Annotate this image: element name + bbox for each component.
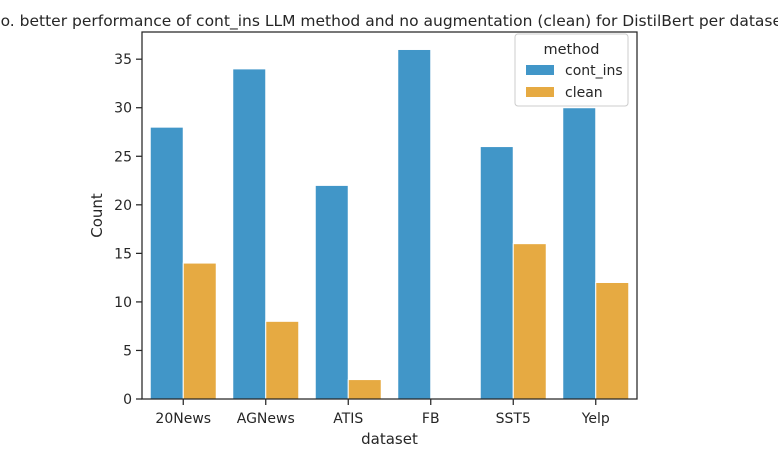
x-tick-label: SST5: [496, 411, 531, 427]
chart-title: No. better performance of cont_ins LLM m…: [0, 12, 778, 31]
y-tick-label: 35: [114, 52, 132, 68]
legend-label-clean: clean: [565, 85, 603, 101]
bar-cont_ins-ATIS: [314, 184, 349, 400]
bar-clean-Yelp: [595, 281, 630, 400]
legend-label-cont_ins: cont_ins: [565, 63, 623, 79]
x-tick-label: ATIS: [333, 411, 363, 427]
bar-clean-SST5: [512, 243, 547, 400]
y-axis-label: Count: [88, 193, 106, 238]
bar-cont_ins-SST5: [479, 146, 514, 400]
bar-cont_ins-AGNews: [232, 68, 267, 400]
y-tick-label: 25: [114, 149, 132, 165]
y-tick-label: 15: [114, 246, 132, 262]
y-tick-label: 0: [123, 392, 132, 408]
bar-cont_ins-FB: [397, 48, 432, 400]
bars-group: [149, 48, 630, 400]
bar-clean-ATIS: [347, 379, 382, 400]
y-tick-label: 20: [114, 198, 132, 214]
bar-clean-20News: [182, 262, 217, 400]
y-tick-label: 10: [114, 295, 132, 311]
legend-swatch-cont_ins: [526, 65, 554, 75]
axes-group: 0 5 10 15 20 25 30 35 20News AGNews ATIS FB SST5 Yelp: [114, 31, 638, 427]
y-tick-label: 5: [123, 343, 132, 359]
x-tick-label: Yelp: [581, 411, 610, 427]
bar-cont_ins-Yelp: [562, 107, 597, 400]
x-tick-label: 20News: [155, 411, 211, 427]
bar-cont_ins-20News: [149, 126, 184, 400]
x-axis-label: dataset: [361, 430, 418, 448]
plot-frame: [141, 31, 638, 400]
y-tick-label: 30: [114, 101, 132, 117]
x-tick-label: AGNews: [237, 411, 295, 427]
legend-title: method: [544, 42, 600, 58]
legend-swatch-clean: [526, 87, 554, 97]
bar-clean-AGNews: [265, 320, 300, 400]
x-tick-label: FB: [422, 411, 440, 427]
